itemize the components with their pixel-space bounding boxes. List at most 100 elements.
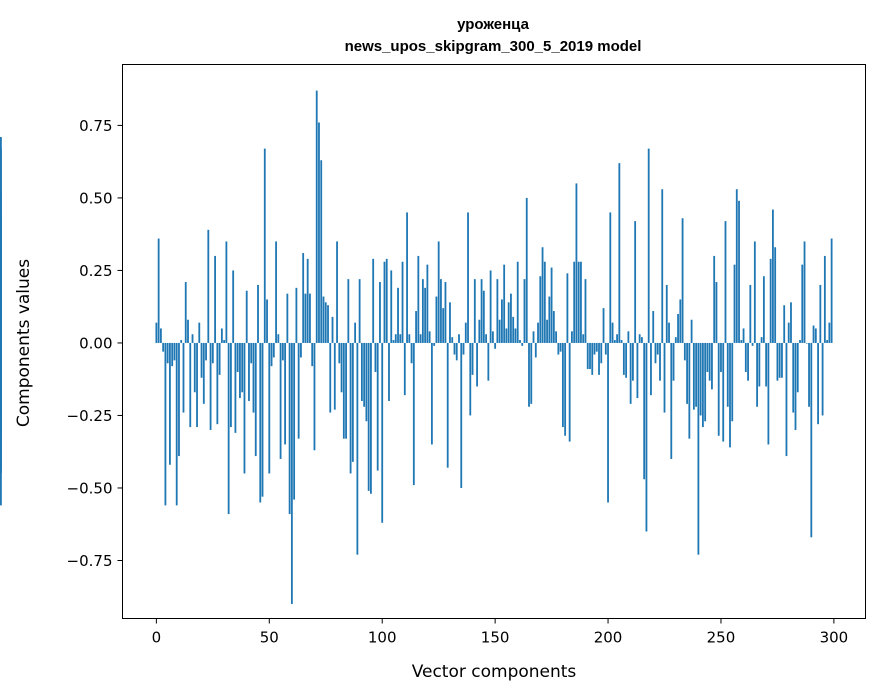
bar: [659, 342, 661, 381]
bar: [654, 342, 657, 364]
bar: [706, 342, 709, 372]
bar: [489, 270, 492, 343]
bar: [157, 238, 160, 343]
bar: [586, 342, 589, 370]
bar: [399, 334, 402, 343]
x-tick-label: 250: [707, 629, 736, 647]
bar: [656, 342, 659, 355]
bar: [765, 342, 768, 387]
bar: [286, 293, 289, 343]
bar: [609, 212, 612, 343]
bar: [814, 328, 817, 343]
bar: [295, 287, 298, 343]
bar: [306, 258, 309, 343]
bar: [313, 342, 316, 451]
bar: [209, 342, 212, 430]
bar: [643, 342, 646, 480]
bar: [254, 342, 257, 457]
bar: [600, 342, 603, 364]
bar: [449, 302, 451, 343]
bar: [758, 342, 761, 387]
bar: [202, 342, 205, 404]
bar: [159, 328, 162, 343]
bar: [744, 342, 747, 372]
bar: [774, 247, 777, 343]
bar: [412, 342, 415, 486]
bar: [379, 282, 381, 343]
bar: [365, 342, 368, 422]
bar: [595, 342, 598, 352]
x-tick-label: 200: [594, 629, 623, 647]
bar: [446, 342, 449, 468]
bar: [327, 305, 329, 343]
bar: [178, 342, 180, 457]
bar: [189, 342, 192, 428]
bar: [584, 279, 587, 343]
bar: [173, 342, 176, 361]
chart-subtitle: news_upos_skipgram_300_5_2019 model: [345, 38, 642, 55]
bar: [494, 342, 497, 349]
bar: [622, 342, 625, 375]
bar: [742, 328, 745, 343]
bar: [781, 342, 783, 378]
bar: [241, 342, 244, 393]
bar: [665, 284, 668, 343]
bar: [528, 342, 530, 407]
bar: [453, 342, 456, 355]
bar: [169, 342, 171, 465]
bar: [534, 342, 537, 358]
bar: [333, 342, 336, 410]
bar: [668, 322, 670, 343]
bar: [180, 340, 183, 343]
bar: [277, 334, 280, 343]
bar: [568, 342, 571, 442]
bar: [557, 342, 560, 355]
bar: [683, 342, 686, 361]
bar: [340, 342, 343, 393]
bar: [410, 342, 413, 364]
bar: [462, 342, 465, 355]
bar: [230, 342, 232, 428]
bar: [645, 342, 648, 532]
bar: [674, 337, 677, 343]
bar: [537, 322, 539, 343]
bar: [747, 342, 749, 381]
bar: [232, 270, 235, 343]
bar: [236, 342, 239, 372]
bar: [266, 299, 268, 343]
bar: [828, 322, 831, 343]
bar: [726, 342, 729, 407]
y-tick-label: 0.25: [79, 262, 112, 280]
y-axis-ticks: −0.75 −0.50 −0.25 0.00 0.25 0.50 0.75: [67, 117, 123, 570]
bar: [546, 319, 548, 343]
bar: [252, 342, 255, 413]
bar: [519, 340, 521, 343]
bar: [672, 342, 675, 381]
bar: [187, 319, 189, 343]
bar: [620, 340, 623, 343]
bar: [360, 342, 363, 401]
bar: [315, 90, 318, 343]
bar: [541, 247, 544, 343]
y-tick-label: −0.75: [67, 552, 113, 570]
bar: [390, 270, 393, 343]
bar: [516, 261, 519, 343]
bar: [525, 197, 528, 343]
bar: [783, 305, 786, 343]
bar: [451, 337, 454, 343]
bar: [211, 342, 214, 364]
bar: [388, 342, 390, 401]
bar: [394, 334, 397, 343]
bar: [372, 258, 375, 343]
bar: [367, 342, 370, 491]
bar: [496, 279, 499, 343]
bar: [625, 342, 628, 378]
bar: [505, 328, 508, 343]
bar: [550, 267, 553, 343]
bar: [808, 342, 810, 407]
x-tick-label: 50: [260, 629, 279, 647]
bar: [740, 340, 743, 343]
bar: [0, 342, 2, 436]
bar: [647, 148, 650, 343]
bar: [523, 279, 526, 343]
